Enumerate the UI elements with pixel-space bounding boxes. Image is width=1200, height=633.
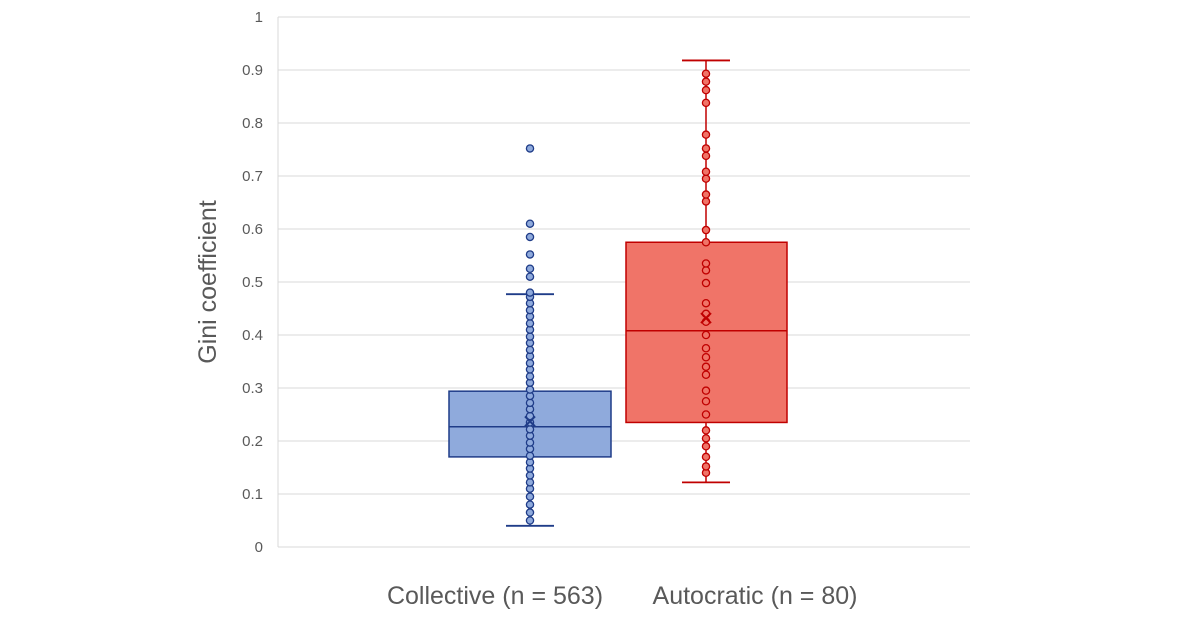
y-tick-label: 0.4	[242, 327, 263, 344]
data-point	[701, 225, 711, 235]
data-point	[701, 237, 711, 247]
data-point	[525, 425, 535, 434]
data-point	[525, 358, 535, 368]
boxes	[448, 59, 788, 527]
data-point	[525, 471, 535, 480]
data-point	[525, 272, 535, 281]
data-point	[525, 451, 535, 461]
data-point	[525, 232, 535, 242]
data-point	[701, 298, 711, 308]
data-point	[701, 130, 711, 139]
data-point	[701, 98, 711, 108]
data-point	[701, 278, 711, 288]
y-tick-label: 0.9	[242, 62, 263, 79]
data-point	[701, 442, 711, 451]
mean-marker-stroke	[700, 312, 712, 324]
box-autocratic	[625, 59, 788, 484]
data-point	[701, 343, 711, 353]
data-point	[701, 452, 711, 462]
y-tick-label: 0.2	[242, 433, 263, 450]
data-point	[701, 190, 711, 199]
y-axis-ticks: 0 0.1 0.2 0.3 0.4 0.5 0.6 0.7 0.8 0.9 1	[242, 9, 263, 556]
data-point	[525, 516, 535, 525]
data-point	[701, 144, 711, 153]
data-point	[525, 144, 535, 153]
y-axis-title: Gini coefficient	[194, 200, 222, 364]
mean-marker	[700, 312, 712, 324]
data-point	[701, 426, 711, 435]
mean-marker	[524, 415, 536, 428]
data-point	[701, 410, 711, 419]
data-point	[525, 250, 535, 259]
data-point	[525, 288, 535, 297]
data-point	[701, 434, 711, 443]
data-point	[525, 478, 535, 487]
gridlines	[277, 16, 970, 548]
y-tick-label: 0	[255, 539, 263, 556]
data-point	[701, 69, 711, 78]
data-point	[525, 345, 535, 355]
y-tick-label: 0.1	[242, 486, 263, 503]
y-tick-label: 0.6	[242, 221, 263, 238]
y-tick-label: 0.7	[242, 168, 263, 185]
data-point	[701, 151, 711, 161]
y-tick-label: 0.8	[242, 115, 263, 132]
data-point	[525, 492, 535, 501]
data-point	[525, 305, 535, 315]
data-point	[701, 259, 711, 268]
category-label-collective: Collective (n = 563)	[387, 582, 603, 610]
y-tick-label: 0.3	[242, 380, 263, 397]
data-point	[701, 330, 711, 340]
data-point	[525, 385, 535, 394]
data-point	[701, 370, 711, 379]
data-point	[701, 85, 711, 95]
mean-marker-stroke	[524, 415, 536, 428]
data-point	[701, 167, 711, 177]
data-point	[525, 372, 535, 381]
data-point	[525, 438, 535, 447]
data-point	[525, 219, 535, 228]
data-point	[525, 508, 535, 517]
data-point	[525, 398, 535, 408]
category-label-autocratic: Autocratic (n = 80)	[653, 582, 858, 610]
data-point	[701, 386, 711, 395]
data-point	[701, 396, 711, 406]
data-point	[525, 500, 535, 509]
data-point	[701, 174, 711, 183]
data-point	[701, 197, 711, 206]
data-point	[701, 266, 711, 275]
box-collective	[448, 144, 612, 527]
data-point	[701, 77, 711, 86]
data-point	[701, 462, 711, 471]
data-point	[701, 353, 711, 362]
y-tick-label: 1	[255, 9, 263, 26]
y-tick-label: 0.5	[242, 274, 263, 291]
data-point	[701, 362, 711, 372]
data-point	[525, 332, 535, 341]
data-point	[525, 319, 535, 328]
data-point	[525, 264, 535, 273]
